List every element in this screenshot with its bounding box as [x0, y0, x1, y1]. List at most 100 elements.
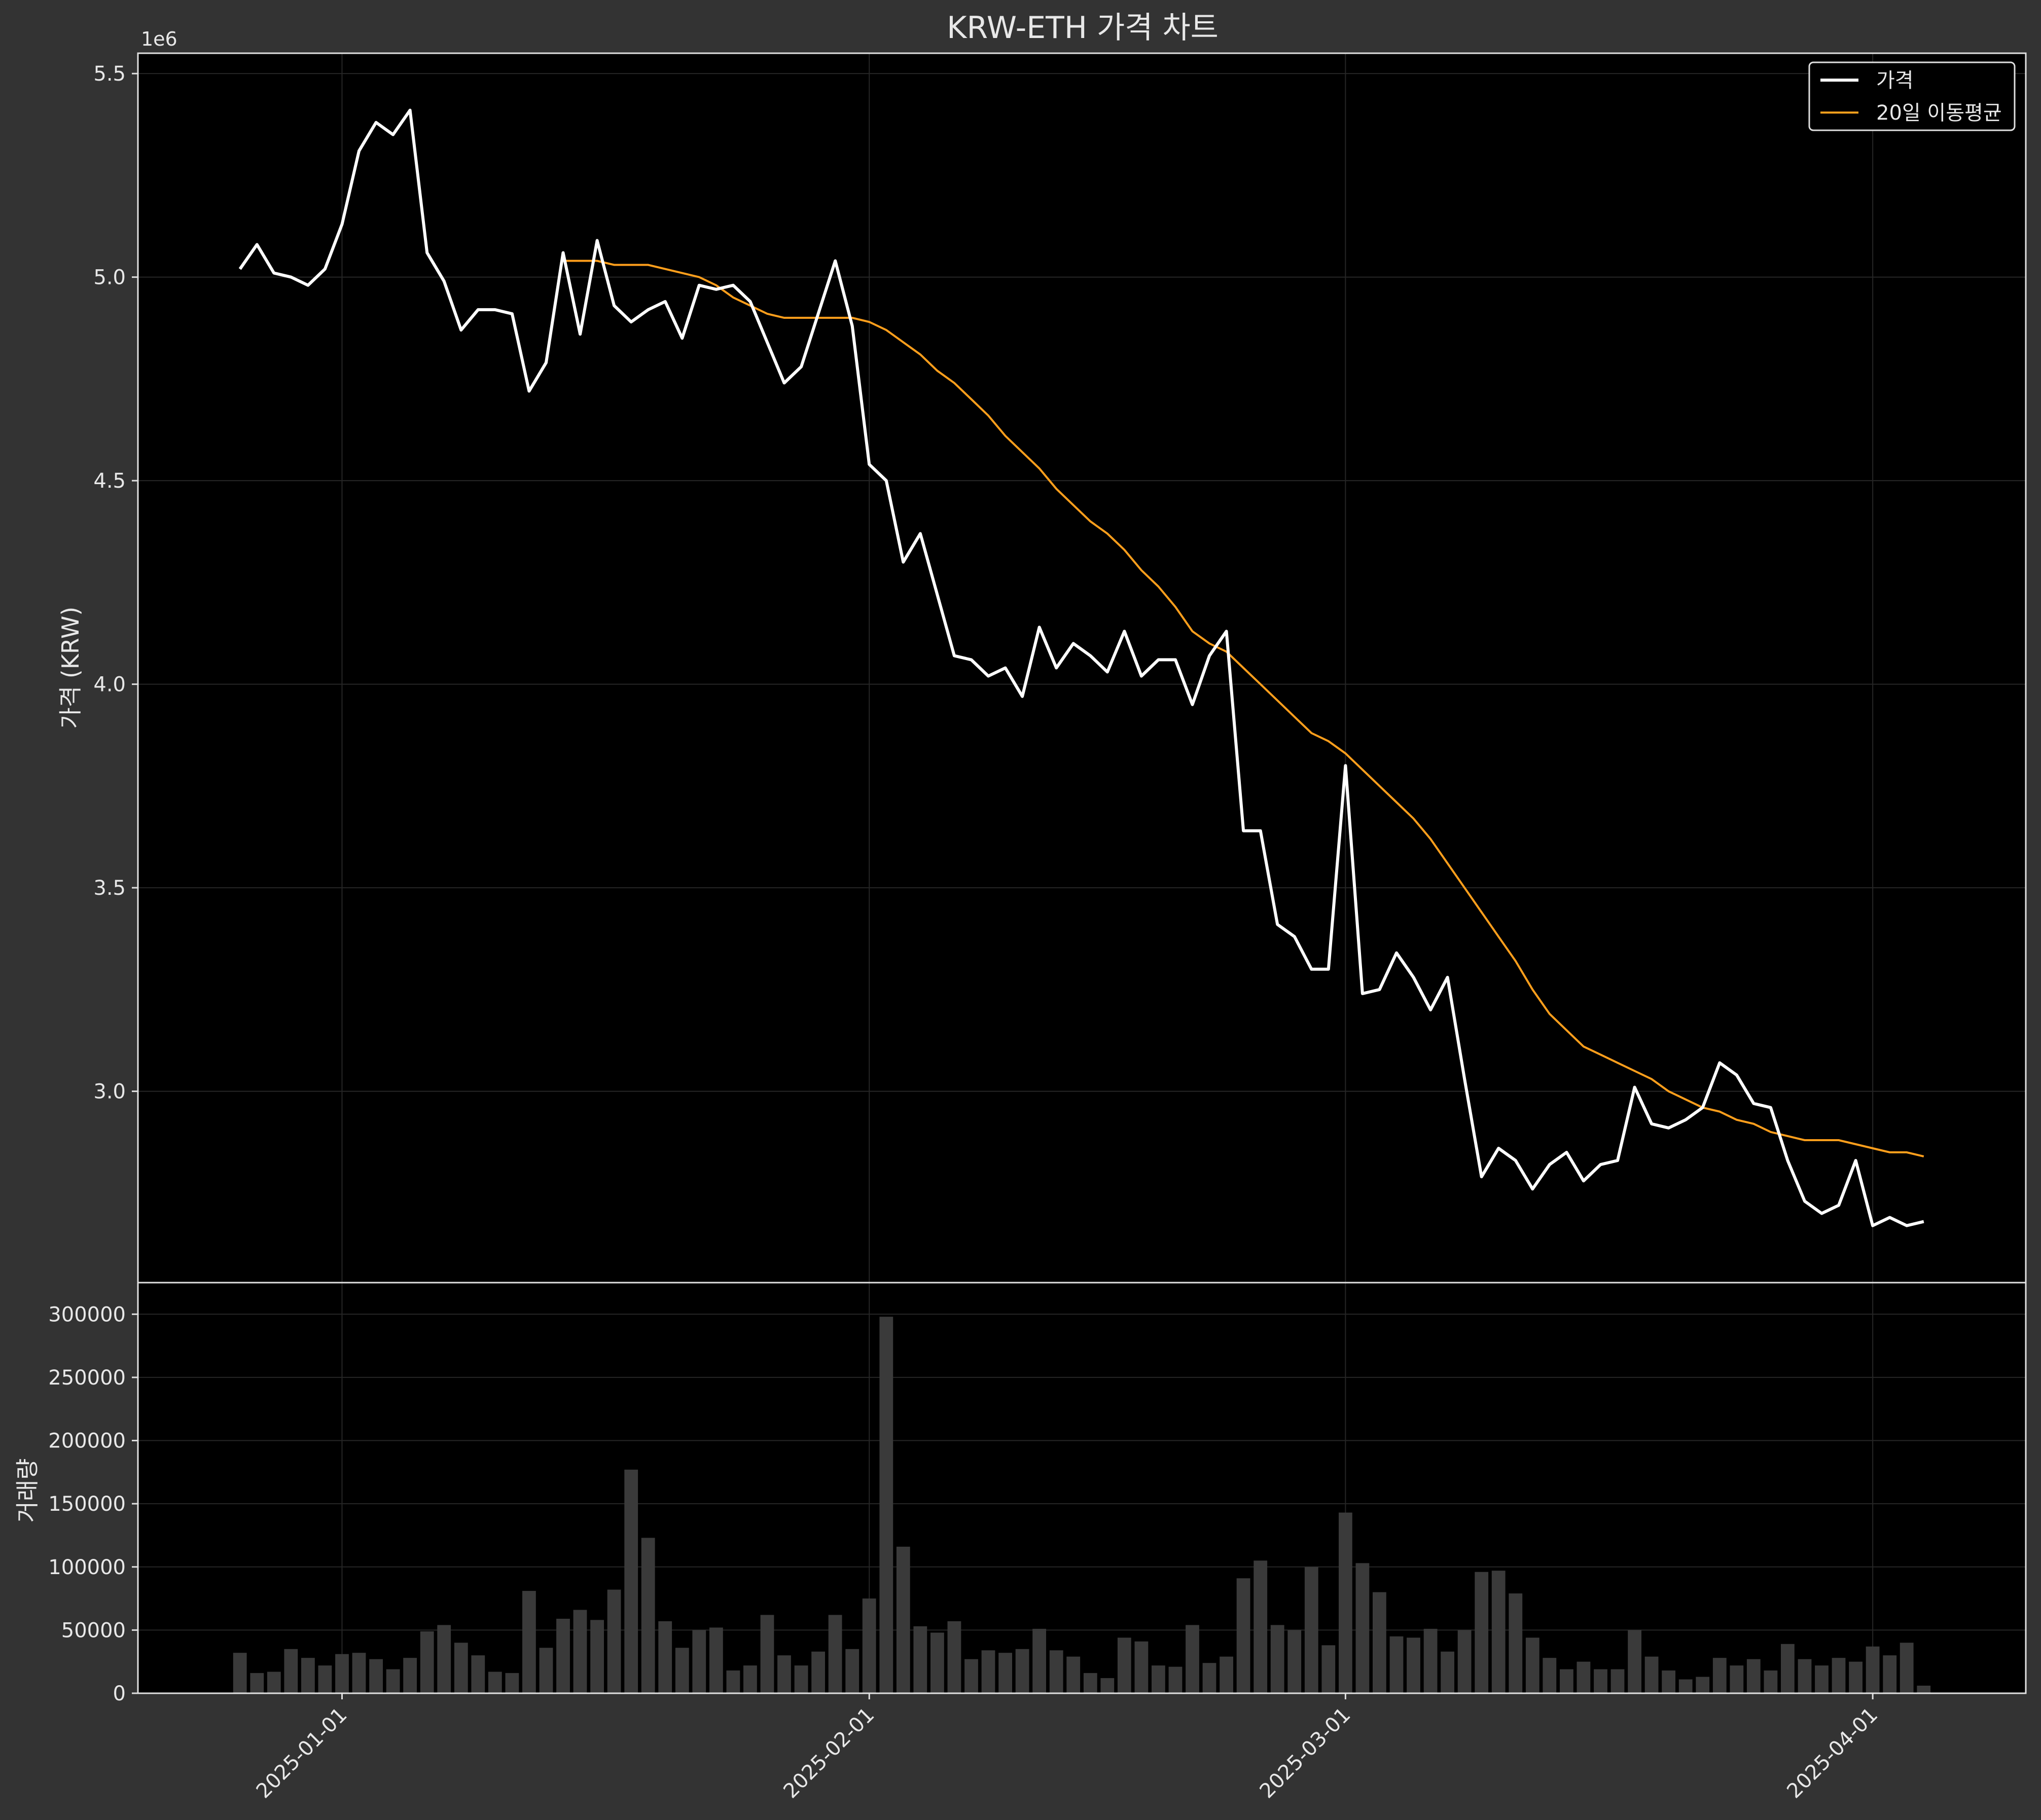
volume-bar	[607, 1589, 621, 1693]
volume-bar	[1917, 1686, 1931, 1693]
volume-bar	[335, 1654, 349, 1693]
volume-plot-frame	[137, 1282, 2027, 1694]
volume-bar	[369, 1659, 383, 1693]
volume-bar	[1832, 1658, 1846, 1693]
volume-bar	[692, 1630, 706, 1693]
volume-bar	[845, 1649, 860, 1693]
volume-bar	[590, 1620, 604, 1693]
volume-bar	[386, 1669, 400, 1693]
volume-bar	[675, 1648, 689, 1693]
volume-bar	[1287, 1630, 1302, 1693]
volume-bar	[1339, 1512, 1352, 1693]
price-y-tick-label: 3.5	[93, 877, 126, 900]
volume-bar	[1594, 1669, 1607, 1693]
volume-bar	[1781, 1644, 1795, 1693]
volume-bar	[1712, 1658, 1727, 1693]
volume-bar	[1186, 1625, 1199, 1693]
volume-bar	[1168, 1666, 1183, 1693]
volume-bar	[1883, 1655, 1897, 1693]
price-y-tick-label: 5.0	[93, 266, 126, 289]
volume-bar	[1798, 1659, 1812, 1693]
legend-box	[1808, 61, 2016, 131]
volume-bar	[658, 1621, 672, 1693]
price-y-tick-label: 5.5	[93, 62, 126, 86]
volume-bar	[1764, 1670, 1778, 1693]
volume-bar	[1270, 1625, 1284, 1693]
moving-average-line	[563, 260, 1924, 1158]
price-y-tick-label: 3.0	[93, 1080, 126, 1104]
price-grid	[138, 53, 2026, 1283]
volume-bar	[505, 1673, 519, 1693]
volume-bar	[913, 1626, 927, 1693]
price-y-axis: 3.0 3.5 4.0 4.5 5.0 5.5	[93, 62, 138, 1104]
volume-y-tick-label: 0	[113, 1682, 126, 1705]
volume-bar	[250, 1673, 264, 1693]
volume-bar	[1900, 1643, 1914, 1693]
volume-bar	[1560, 1669, 1573, 1693]
volume-bar	[1220, 1656, 1233, 1693]
volume-y-tick-label: 150000	[48, 1493, 126, 1516]
volume-bar	[1032, 1628, 1046, 1693]
volume-bar	[624, 1469, 638, 1693]
volume-bar	[1373, 1592, 1386, 1693]
volume-bar	[573, 1610, 587, 1693]
volume-bar	[1117, 1637, 1131, 1693]
volume-bar	[556, 1619, 570, 1693]
volume-bar	[488, 1671, 502, 1693]
volume-bar	[437, 1625, 451, 1693]
price-panel: 3.0 3.5 4.0 4.5 5.0 5.5 1e6 가격 (KRW) 가격 20일 이…	[57, 28, 2027, 1284]
volume-bar	[1304, 1567, 1318, 1693]
volume-bar	[760, 1615, 774, 1693]
volume-bar	[1644, 1656, 1659, 1693]
volume-bar	[1236, 1578, 1250, 1693]
volume-bar	[879, 1317, 893, 1693]
volume-y-tick-label: 200000	[48, 1430, 126, 1453]
volume-bar	[981, 1650, 995, 1693]
volume-bar	[896, 1546, 910, 1693]
volume-bar	[1049, 1650, 1063, 1693]
volume-bars	[233, 1317, 1931, 1693]
volume-bar	[471, 1655, 485, 1693]
volume-bar	[1202, 1663, 1216, 1693]
legend: 가격 20일 이동평균	[1808, 61, 2016, 131]
volume-bar	[1866, 1646, 1880, 1693]
volume-bar	[1100, 1678, 1115, 1693]
volume-bar	[1746, 1659, 1761, 1693]
price-y-axis-label: 가격 (KRW)	[57, 607, 84, 729]
volume-bar	[1525, 1637, 1539, 1693]
volume-bar	[1662, 1670, 1675, 1693]
price-y-tick-label: 4.5	[93, 469, 126, 493]
volume-bar	[233, 1653, 247, 1693]
volume-bar	[1355, 1563, 1370, 1693]
volume-bar	[811, 1651, 825, 1693]
volume-bar	[1696, 1677, 1710, 1693]
volume-y-tick-label: 50000	[61, 1619, 126, 1642]
volume-bar	[930, 1632, 944, 1693]
volume-bar	[284, 1649, 298, 1693]
volume-bar	[1815, 1665, 1829, 1693]
volume-bar	[539, 1648, 553, 1693]
volume-bar	[1066, 1656, 1081, 1693]
volume-y-tick-label: 100000	[48, 1556, 126, 1579]
volume-bar	[794, 1665, 808, 1693]
volume-bar	[1628, 1630, 1641, 1693]
volume-bar	[726, 1670, 740, 1693]
volume-bar	[352, 1653, 366, 1693]
volume-bar	[998, 1653, 1012, 1693]
chart-title: KRW-ETH 가격 차트	[947, 10, 1219, 46]
volume-bar	[1254, 1560, 1268, 1693]
volume-bar	[1407, 1637, 1420, 1693]
volume-bar	[1509, 1593, 1523, 1693]
volume-bar	[1475, 1572, 1489, 1693]
volume-bar	[403, 1658, 417, 1693]
volume-bar	[1543, 1658, 1557, 1693]
volume-bar	[1678, 1679, 1693, 1693]
volume-bar	[1441, 1651, 1454, 1693]
offset-label: 1e6	[141, 28, 177, 50]
volume-bar	[1389, 1636, 1404, 1693]
price-plot-area	[138, 53, 2026, 1283]
volume-bar	[318, 1665, 332, 1693]
legend-ma-label: 20일 이동평균	[1876, 101, 2002, 125]
